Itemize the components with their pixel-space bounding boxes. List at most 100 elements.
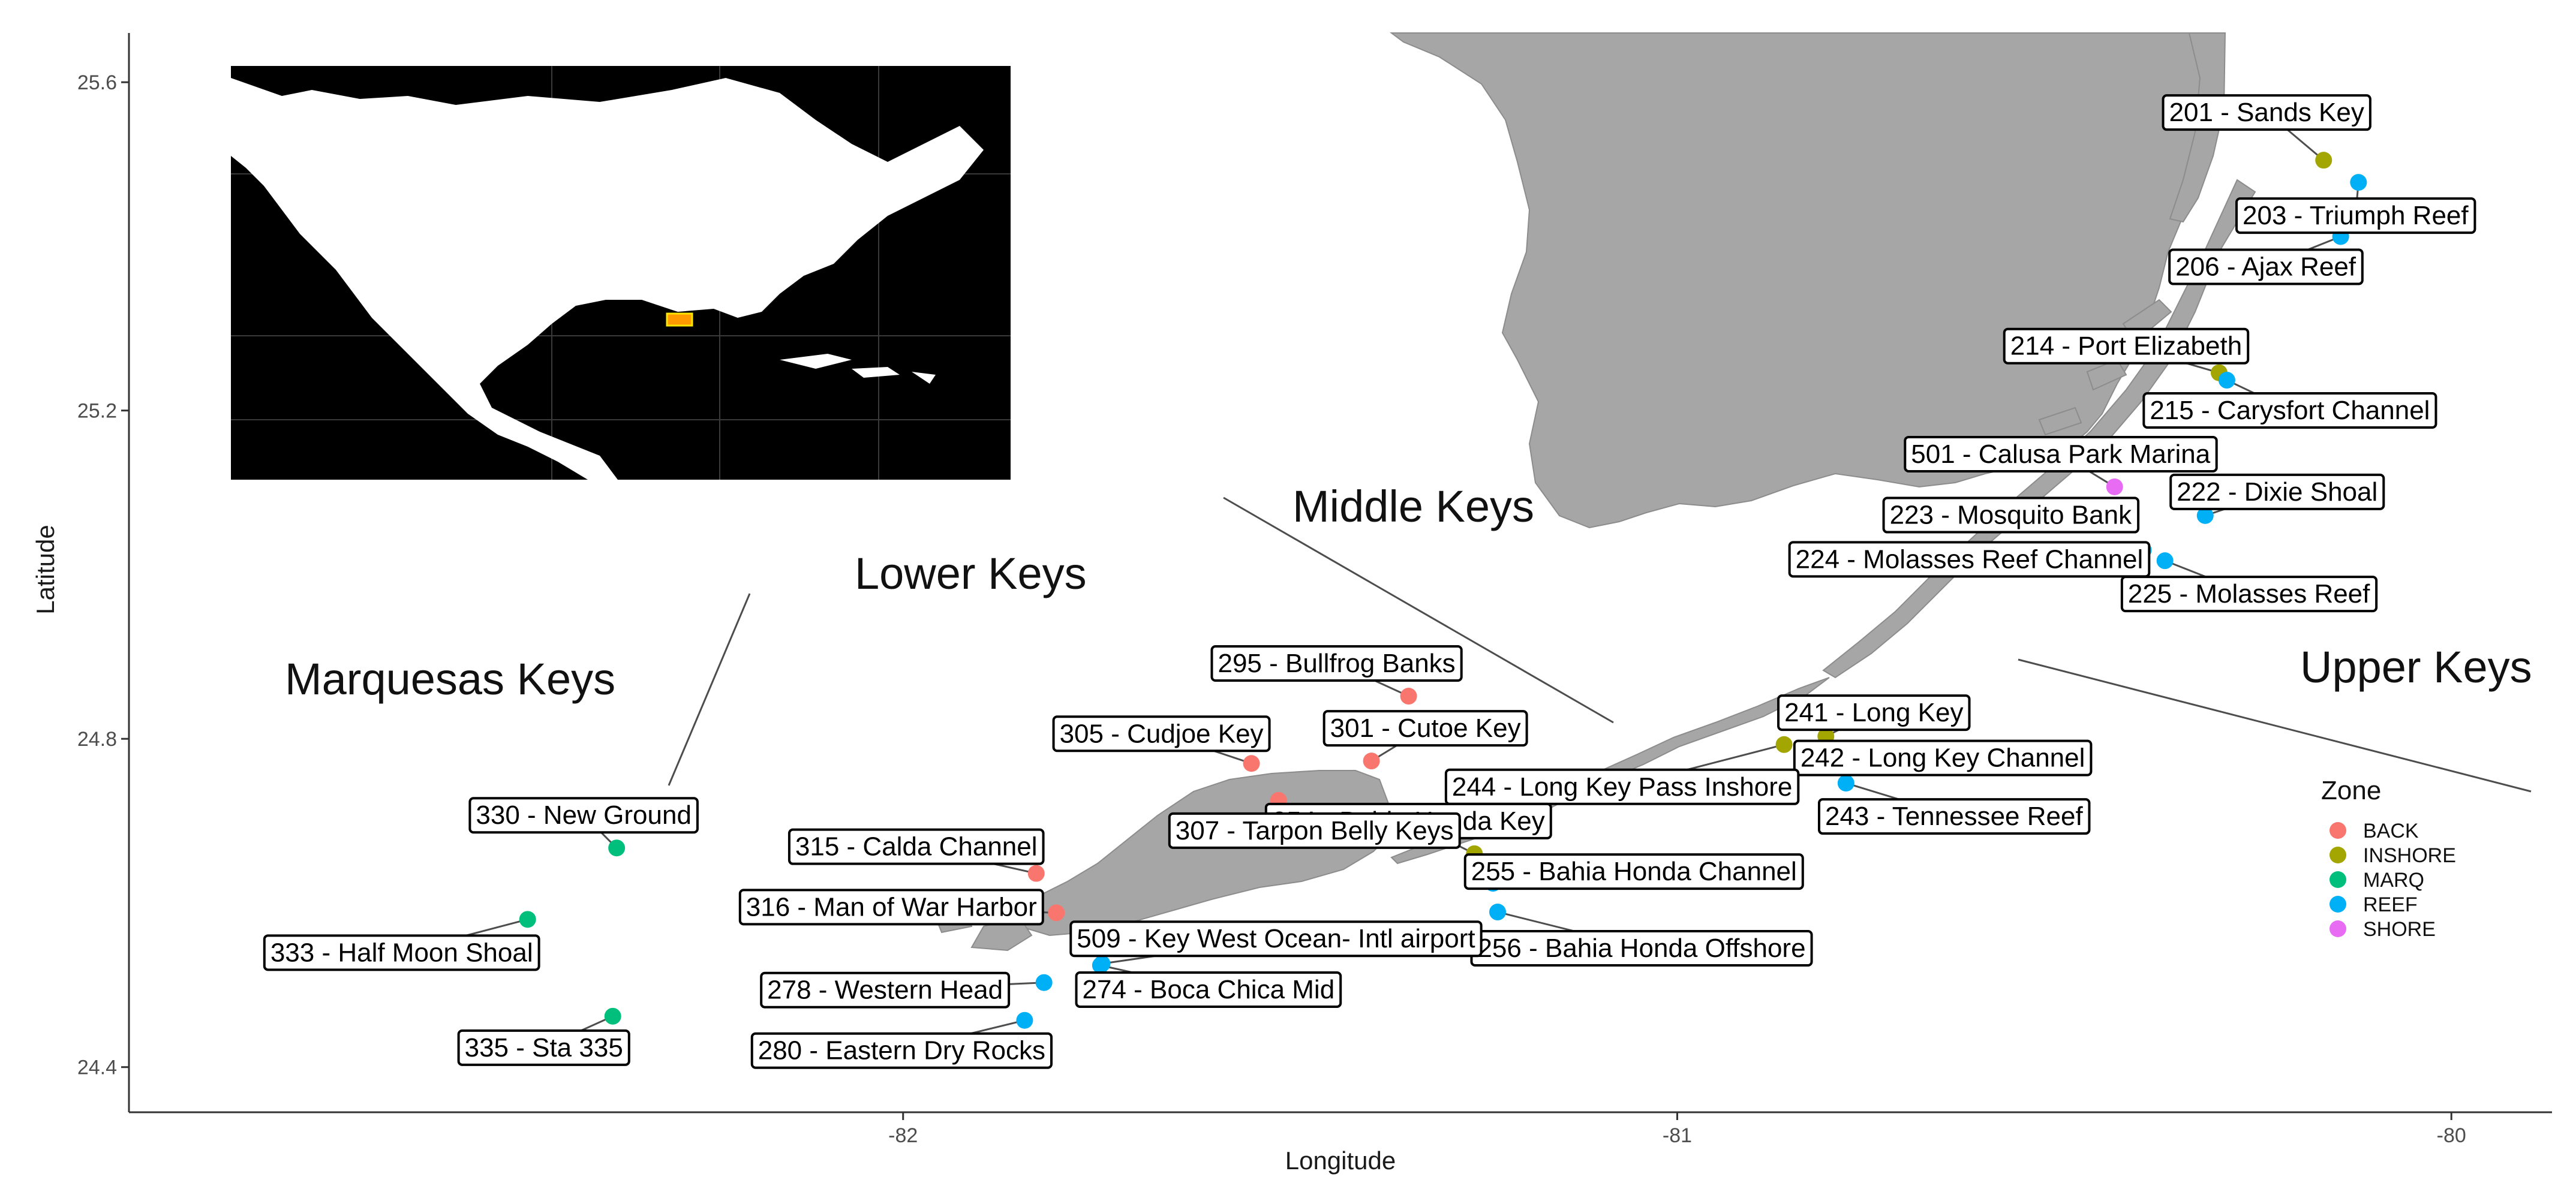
inset-map (231, 66, 1011, 480)
legend-swatch (2329, 920, 2346, 937)
site-label-text: 241 - Long Key (1784, 698, 1963, 727)
legend-swatch (2329, 847, 2346, 863)
legend-item-label: REEF (2363, 893, 2418, 916)
region-label-upper: Upper Keys (2300, 642, 2532, 692)
site-marker[interactable] (1016, 1012, 1033, 1029)
site-marker[interactable] (1489, 904, 1507, 921)
site-label-box (750, 1032, 1053, 1069)
site-label-box (787, 828, 1045, 865)
site-label: 203 - Triumph Reef (2235, 197, 2476, 234)
site-label-box (1817, 798, 2091, 835)
legend-swatch (2329, 822, 2346, 839)
site-label-text: 315 - Calda Channel (795, 832, 1038, 862)
site-marker[interactable] (1363, 752, 1380, 770)
site-label-box (2169, 473, 2385, 510)
site-label-box (1322, 710, 1528, 747)
site-label-text: 335 - Sta 335 (465, 1033, 623, 1062)
site-label: 215 - Carysfort Channel (2142, 392, 2437, 429)
site-label-text: 316 - Man of War Harbor (746, 892, 1037, 922)
y-tick-label: 24.8 (77, 728, 117, 751)
site-marker[interactable] (608, 839, 626, 857)
site-label-box (1788, 541, 2151, 578)
site-label: 242 - Long Key Channel (1793, 739, 2093, 776)
site-label-text: 256 - Bahia Honda Offshore (1477, 934, 1805, 963)
inset-north-america (231, 78, 984, 480)
site-marker[interactable] (2156, 552, 2174, 570)
y-axis-ticks: 24.4 24.8 25.2 25.6 (77, 71, 129, 1079)
site-label-text: 305 - Cudjoe Key (1060, 719, 1264, 748)
site-label-text: 201 - Sands Key (2169, 98, 2364, 127)
site-label-text: 206 - Ajax Reef (2175, 252, 2356, 281)
site-marker[interactable] (1092, 956, 1109, 974)
site-label-text: 295 - Bullfrog Banks (1218, 649, 1455, 678)
site-marker[interactable] (2350, 174, 2367, 191)
legend-title: Zone (2321, 776, 2381, 805)
site-label-text: 224 - Molasses Reef Channel (1796, 544, 2144, 574)
site-label-text: 215 - Carysfort Channel (2150, 396, 2430, 425)
legend-item-label: BACK (2363, 820, 2419, 842)
site-label: 509 - Key West Ocean- Intl airport (1069, 920, 1483, 958)
site-label-text: 280 - Eastern Dry Rocks (758, 1036, 1045, 1065)
site-label-box (1168, 812, 1461, 849)
site-label: 315 - Calda Channel (787, 828, 1045, 865)
site-label-text: 244 - Long Key Pass Inshore (1452, 772, 1792, 802)
site-label-box (1210, 645, 1463, 682)
site-label-box (263, 934, 540, 971)
site-marker[interactable] (604, 1007, 621, 1025)
legend-swatch (2329, 871, 2346, 888)
legend-item-label: INSHORE (2363, 844, 2456, 867)
site-label-box (2003, 327, 2250, 365)
florida-mainland (1390, 32, 2226, 529)
site-label-box (1882, 496, 2140, 534)
site-label-text: 255 - Bahia Honda Channel (1471, 857, 1797, 886)
site-label: 501 - Calusa Park Marina (1904, 435, 2218, 472)
site-label-box (2120, 576, 2378, 613)
site-label-text: 330 - New Ground (476, 800, 692, 830)
y-tick-label: 25.6 (77, 71, 117, 94)
x-tick-label: -82 (888, 1124, 918, 1147)
site-label-text: 509 - Key West Ocean- Intl airport (1077, 924, 1475, 953)
inset-caribbean (780, 354, 936, 384)
site-layer: 201 - Sands Key 203 - Triumph Reef 206 - A… (263, 94, 2476, 1069)
lower-keys-cluster (1018, 770, 1399, 937)
site-marker[interactable] (1243, 755, 1260, 772)
site-label-box (1069, 920, 1483, 958)
site-label-text: 243 - Tennessee Reef (1825, 802, 2083, 831)
divider-marquesas-lower (668, 593, 751, 786)
site-marker[interactable] (1775, 736, 1793, 753)
site-marker[interactable] (2196, 507, 2214, 524)
site-label-box (1904, 435, 2218, 472)
site-label-text: 203 - Triumph Reef (2243, 201, 2469, 230)
site-label: 214 - Port Elizabeth (2003, 327, 2250, 365)
site-label-text: 225 - Molasses Reef (2128, 579, 2370, 609)
site-marker[interactable] (2106, 478, 2123, 495)
site-marker[interactable] (1400, 688, 1417, 705)
site-label-text: 501 - Calusa Park Marina (1911, 440, 2210, 469)
site-label-box (2162, 94, 2371, 131)
legend-item-label: MARQ (2363, 869, 2424, 892)
site-marker[interactable] (1027, 865, 1045, 882)
inset-study-area-marker (666, 312, 693, 327)
site-label: 330 - New Ground (468, 797, 699, 834)
site-label-box (2235, 197, 2476, 234)
site-label: 274 - Boca Chica Mid (1075, 971, 1342, 1008)
site-label-text: 301 - Cutoe Key (1330, 714, 1521, 743)
site-label: 301 - Cutoe Key (1322, 710, 1528, 747)
y-tick-label: 24.4 (77, 1056, 117, 1079)
site-label: 243 - Tennessee Reef (1817, 798, 2091, 835)
region-label-lower: Lower Keys (855, 549, 1087, 598)
site-marker[interactable] (1837, 775, 1854, 792)
site-marker[interactable] (2218, 372, 2235, 389)
site-marker[interactable] (519, 911, 536, 928)
region-label-marquesas: Marquesas Keys (285, 654, 615, 704)
site-marker[interactable] (1035, 974, 1053, 991)
site-label-text: 274 - Boca Chica Mid (1083, 975, 1335, 1004)
site-marker[interactable] (2315, 152, 2332, 169)
site-label-box (2168, 248, 2364, 285)
site-label: 255 - Bahia Honda Channel (1463, 853, 1804, 890)
site-label: 307 - Tarpon Belly Keys (1168, 812, 1461, 849)
site-marker[interactable] (1048, 904, 1065, 922)
site-label: 224 - Molasses Reef Channel (1788, 541, 2151, 578)
